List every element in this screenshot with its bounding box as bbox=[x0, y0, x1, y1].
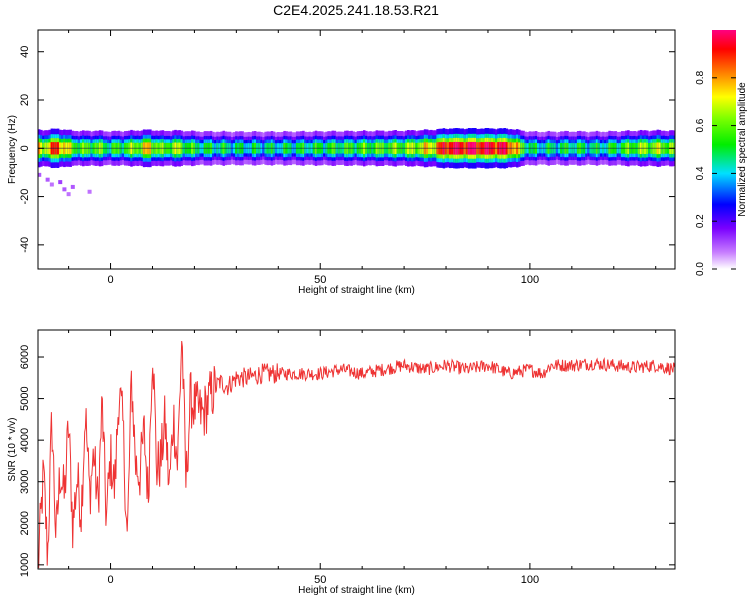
colorbar-tick-label: 0.4 bbox=[695, 166, 706, 180]
snr-x-tick-label: 50 bbox=[314, 574, 326, 586]
noise-point bbox=[70, 184, 75, 189]
spectrogram-y-tick-label: 0 bbox=[19, 145, 31, 151]
spectrogram-x-axis-label: Height of straight line (km) bbox=[298, 285, 415, 296]
snr-x-tick-label: 0 bbox=[107, 574, 113, 586]
spectrogram-y-tick-label: -20 bbox=[19, 189, 31, 205]
noise-point bbox=[49, 182, 54, 187]
snr-y-tick-label: 4000 bbox=[19, 428, 31, 452]
spectrogram-axes: 0 50 100 40 20 0 -20 -40 Height of straight line… bbox=[7, 29, 676, 296]
noise-point bbox=[58, 180, 63, 185]
snr-frame bbox=[37, 329, 676, 570]
noise-point bbox=[62, 187, 67, 192]
colorbar-tick-label: 0.8 bbox=[695, 70, 706, 84]
snr-y-tick-label: 5000 bbox=[19, 386, 31, 410]
spectrogram-y-tick-label: 20 bbox=[19, 94, 31, 106]
noise-point bbox=[45, 177, 50, 182]
noise-point bbox=[87, 189, 92, 194]
snr-y-tick-label: 3000 bbox=[19, 469, 31, 493]
snr-y-tick-label: 2000 bbox=[19, 511, 31, 535]
spectrogram-frame bbox=[37, 29, 676, 270]
spectrogram-x-tick-label: 100 bbox=[521, 274, 539, 286]
noise-point bbox=[66, 192, 71, 197]
colorbar-tick-label: 0.6 bbox=[695, 118, 706, 132]
chart-title: C2E4.2025.241.18.53.R21 bbox=[273, 2, 439, 18]
snr-y-tick-label: 6000 bbox=[19, 345, 31, 369]
snr-y-tick-label: 1000 bbox=[19, 553, 31, 577]
snr-x-axis-label: Height of straight line (km) bbox=[298, 585, 415, 596]
spectrogram-y-tick-label: -40 bbox=[19, 237, 31, 253]
colorbar-gradient bbox=[712, 30, 736, 269]
spectrogram-y-axis-label: Frequency (Hz) bbox=[7, 115, 18, 184]
colorbar-tick-label: 0.2 bbox=[695, 214, 706, 228]
snr-axes: 0 50 100 1000 2000 3000 4000 5000 6000 Height of … bbox=[7, 329, 676, 596]
snr-y-axis-label: SNR (10 * v/v) bbox=[7, 418, 18, 482]
noise-point bbox=[38, 172, 42, 177]
colorbar-tick-label: 0.0 bbox=[695, 262, 706, 276]
snr-series-line bbox=[38, 340, 675, 568]
spectrogram-x-tick-label: 50 bbox=[314, 274, 326, 286]
spectrogram-y-tick-label: 40 bbox=[19, 46, 31, 58]
snr-x-tick-label: 100 bbox=[521, 574, 539, 586]
colorbar-label: Normalized spectral amplitude bbox=[737, 82, 748, 217]
spectrogram-x-tick-label: 0 bbox=[107, 274, 113, 286]
